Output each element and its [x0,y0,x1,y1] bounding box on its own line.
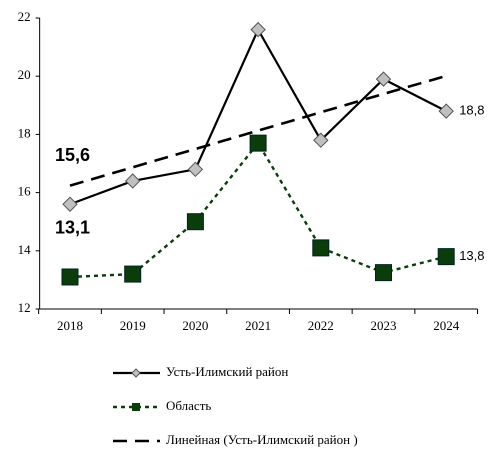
data-label: 13,8 [459,248,484,263]
point-marker [124,265,142,283]
legend-label: Усть-Илимский район [166,364,288,379]
point-marker [375,71,392,87]
point-marker [249,134,267,152]
y-tick-label: 18 [18,125,31,140]
point-marker [61,268,79,286]
y-tick-label: 14 [18,242,32,257]
legend-label: Область [166,398,211,413]
point-marker [437,248,455,266]
x-tick-label: 2022 [308,318,334,333]
point-marker [187,161,204,178]
x-tick-label: 2019 [120,318,146,333]
point-marker [312,239,330,257]
point-marker [250,21,266,38]
y-tick-label: 12 [18,300,31,315]
data-label: 18,8 [459,103,484,118]
series-line [69,74,447,187]
point-marker [375,264,392,282]
point-marker [62,196,78,212]
point-marker [438,103,454,119]
legend-marker [132,403,140,411]
y-tick-label: 20 [18,67,31,82]
y-tick-label: 22 [18,9,31,24]
point-marker [186,213,204,231]
legend-label: Линейная (Усть-Илимский район ) [166,432,358,447]
series-line [69,27,447,206]
x-tick-label: 2018 [57,318,83,333]
x-tick-label: 2023 [371,318,397,333]
y-tick-label: 16 [18,184,32,199]
series-line [69,141,447,279]
x-tick-label: 2024 [433,318,460,333]
data-label: 13,1 [55,218,90,238]
x-tick-label: 2020 [182,318,208,333]
x-tick-label: 2021 [245,318,271,333]
legend-marker [131,368,141,378]
point-marker [313,132,329,148]
point-marker [124,173,141,189]
data-label: 15,6 [55,145,90,165]
